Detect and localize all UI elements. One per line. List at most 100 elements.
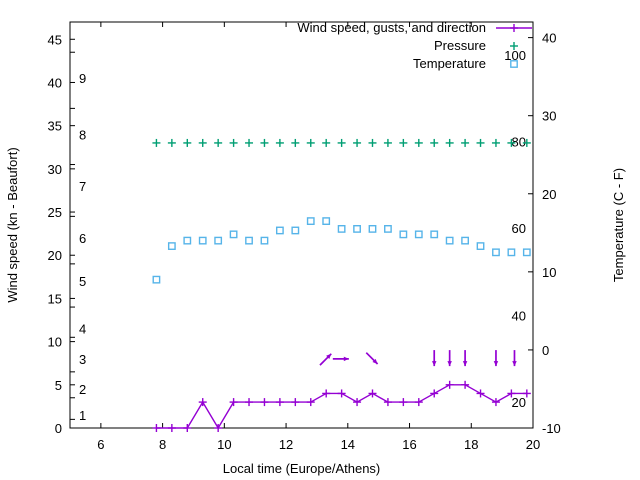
beaufort-scale: 1 2 3 4 5 6 7 8 9 [70,51,86,423]
arrow-head [512,361,517,367]
y-tick-label-c: 10 [542,265,556,280]
x-tick-label: 10 [217,437,231,452]
arrow-head [343,356,349,362]
wind-direction-arrow [447,350,452,367]
beaufort-label: 2 [79,382,86,397]
x-tick-label: 14 [341,437,355,452]
fahrenheit-label: 20 [512,395,526,410]
data-point-marker [445,236,454,245]
arrow-head [493,361,499,367]
y-tick-label-kn: 25 [48,205,62,220]
wind-direction-arrow [332,356,349,362]
y-tick-label-kn: 10 [48,335,62,350]
plot-frame [69,21,534,429]
wind-direction-arrow [493,350,499,367]
beaufort-label: 9 [79,71,86,86]
data-point-marker [291,226,300,235]
fahrenheit-label: 60 [512,221,526,236]
y-tick-label-kn: 15 [48,291,62,306]
data-point-marker [229,230,238,239]
x-tick-label: 16 [402,437,416,452]
arrow-head [447,361,452,367]
data-point-marker [522,248,531,257]
arrow-head [372,358,378,364]
legend-label: Temperature [413,56,486,71]
x-tick-label: 18 [464,437,478,452]
y-tick-label-kn: 40 [48,75,62,90]
y-tick-label-c: 40 [542,31,556,46]
fahrenheit-label: 100 [504,48,526,63]
fahrenheit-scale: 20 40 60 80 100 [504,48,526,410]
data-point-marker [384,225,392,233]
arrow-head [431,361,437,367]
arrow-head [462,361,468,367]
y-tick-label-kn: 0 [55,421,62,436]
data-point-marker [214,236,223,245]
wind-direction-arrow [319,353,332,366]
data-point-marker [337,225,346,233]
wind-direction-arrow [512,350,517,367]
series-temperature [152,217,531,284]
y-tick-label-c: -10 [542,421,561,436]
data-point-marker [275,226,284,235]
data-point-marker [322,217,331,225]
y-tick-label-kn: 20 [48,248,62,263]
y-axis-left-kn: 0 5 10 15 20 25 30 35 40 45 Wind speed (kn - Beauf… [5,32,75,436]
data-point-marker [353,225,361,233]
data-point-marker [198,236,207,245]
data-point-marker [306,217,315,225]
x-tick-label: 6 [97,437,104,452]
legend: Wind speed, gusts, and direction Pressure… [297,20,532,71]
y-tick-label-kn: 5 [55,378,62,393]
wind-direction-arrow [365,352,379,365]
y-tick-label-kn: 45 [48,32,62,47]
y-tick-label-kn: 35 [48,119,62,134]
legend-sample-marker [510,60,518,68]
data-point-marker [461,236,469,245]
x-axis-label: Local time (Europe/Athens) [223,461,381,476]
y-tick-label-c: 20 [542,187,556,202]
beaufort-label: 4 [79,322,86,337]
y-axis-right-c: -10 0 10 20 30 40 Temperature (C - F) [528,31,626,436]
series-wind-direction [319,350,517,367]
data-point-marker [399,230,408,239]
beaufort-label: 7 [79,179,86,194]
beaufort-label: 3 [79,352,86,367]
wind-direction-arrow [431,350,437,367]
fahrenheit-label: 80 [512,134,526,149]
data-point-marker [167,242,176,250]
data-point-marker [260,236,269,245]
data-point-marker [152,275,161,284]
x-axis: 6 8 10 12 14 16 18 20 Local time (Europe/Athens) [97,22,540,476]
data-point-marker [492,248,500,257]
beaufort-label: 5 [79,274,86,289]
data-point-marker [183,236,192,245]
y-tick-label-kn: 30 [48,162,62,177]
data-point-marker [368,225,377,233]
data-point-marker [507,248,516,257]
arrow-head [326,353,332,359]
legend-label: Pressure [434,38,486,53]
data-point-marker [414,230,423,239]
x-tick-label: 20 [526,437,540,452]
wind-direction-arrow [462,350,468,367]
x-tick-label: 12 [279,437,293,452]
y-axis-label-left: Wind speed (kn - Beaufort) [5,147,20,302]
legend-label: Wind speed, gusts, and direction [297,20,486,35]
beaufort-label: 8 [79,127,86,142]
y-tick-label-c: 30 [542,109,556,124]
x-tick-label: 8 [159,437,166,452]
fahrenheit-label: 40 [512,309,526,324]
series-wind [152,380,531,432]
plot-border [69,21,534,429]
y-tick-label-c: 0 [542,343,549,358]
beaufort-label: 6 [79,231,86,246]
y-axis-label-right: Temperature (C - F) [611,168,626,282]
beaufort-label: 1 [79,408,86,423]
data-point-marker [430,230,439,239]
data-point-marker [476,242,485,250]
data-point-marker [245,236,253,245]
series-pressure [152,138,531,147]
